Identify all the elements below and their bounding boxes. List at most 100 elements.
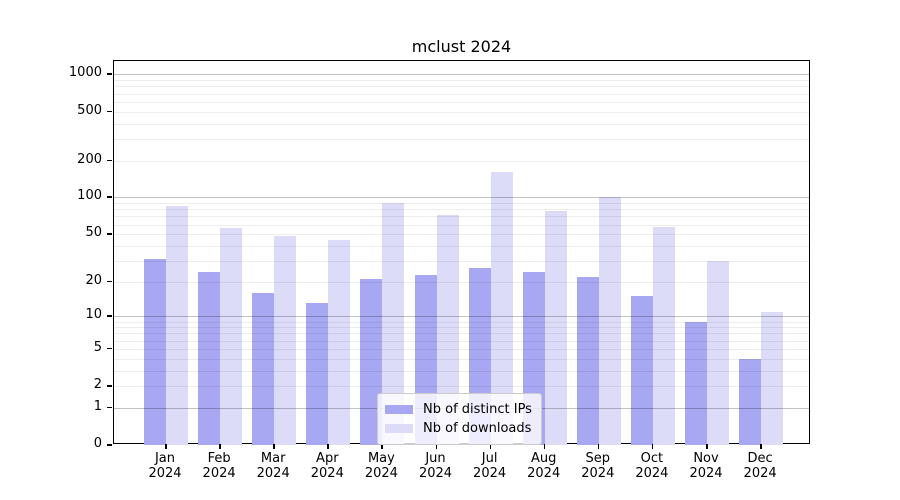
bar-downloads-oct: [652, 227, 675, 445]
legend-label-downloads: Nb of downloads: [423, 421, 532, 436]
gridline-3: [114, 370, 809, 372]
bar-distinct-ips-mar: [252, 293, 275, 445]
x-tick-label-dec: Dec 2024: [743, 451, 777, 481]
gridline-20: [114, 281, 809, 283]
gridline-400: [114, 123, 809, 125]
y-tick-mark-1000: [107, 73, 112, 75]
x-tick-mark-aug: [543, 444, 546, 449]
x-tick-mark-apr: [327, 444, 329, 449]
gridline-200: [114, 160, 809, 162]
bar-distinct-ips-sep: [576, 276, 599, 445]
y-tick-label-5: 5: [93, 339, 102, 355]
chart-title: mclust 2024: [411, 37, 512, 56]
x-tick-label-oct: Oct 2024: [635, 451, 669, 481]
x-tick-label-jan: Jan 2024: [148, 451, 182, 481]
gridline-90: [114, 203, 809, 205]
y-tick-label-10: 10: [85, 307, 102, 323]
y-tick-label-200: 200: [77, 151, 102, 167]
gridline-4: [114, 358, 809, 360]
x-tick-label-aug: Aug 2024: [527, 451, 561, 481]
bar-downloads-sep: [598, 197, 621, 445]
y-tick-label-20: 20: [85, 272, 102, 288]
gridline-60: [114, 224, 809, 226]
x-tick-mark-oct: [651, 444, 654, 449]
bar-distinct-ips-nov: [685, 321, 707, 445]
bar-downloads-mar: [274, 236, 297, 445]
y-tick-mark-20: [107, 280, 112, 283]
bar-distinct-ips-dec: [739, 358, 762, 445]
y-tick-mark-0: [107, 444, 112, 446]
gridline-10: [114, 316, 809, 318]
legend: Nb of distinct IPs Nb of downloads: [377, 393, 542, 445]
x-tick-label-mar: Mar 2024: [256, 451, 290, 481]
gridline-2: [114, 386, 809, 388]
gridline-800: [114, 86, 809, 88]
bar-distinct-ips-feb: [198, 272, 221, 445]
bar-downloads-nov: [707, 260, 729, 445]
plot-area: Nb of distinct IPs Nb of downloads: [113, 60, 810, 445]
x-tick-mark-sep: [597, 444, 600, 449]
y-tick-label-1000: 1000: [68, 65, 102, 81]
bar-downloads-may: [382, 203, 405, 445]
y-tick-mark-200: [107, 159, 112, 162]
gridline-700: [114, 93, 809, 95]
x-tick-mark-mar: [273, 444, 275, 449]
gridline-6: [114, 340, 809, 342]
bar-downloads-jul: [490, 172, 513, 445]
legend-item-downloads: Nb of downloads: [385, 419, 533, 438]
gridline-5: [114, 348, 809, 350]
y-tick-mark-2: [107, 385, 112, 387]
y-tick-mark-100: [107, 196, 112, 198]
bar-distinct-ips-apr: [306, 303, 329, 445]
y-tick-label-1: 1: [93, 398, 102, 414]
x-tick-label-sep: Sep 2024: [581, 451, 615, 481]
gridline-70: [114, 216, 809, 218]
gridline-80: [114, 209, 809, 211]
y-tick-mark-10: [107, 315, 112, 317]
gridline-8: [114, 327, 809, 329]
y-tick-label-500: 500: [77, 102, 102, 118]
gridline-600: [114, 101, 809, 103]
y-tick-mark-1: [107, 406, 112, 409]
x-tick-mark-feb: [219, 444, 221, 449]
bar-distinct-ips-may: [360, 279, 383, 445]
gridline-300: [114, 138, 809, 140]
bar-distinct-ips-jan: [144, 259, 166, 445]
gridline-1000: [114, 74, 809, 76]
gridline-9: [114, 321, 809, 323]
gridline-900: [114, 80, 809, 82]
x-tick-label-may: May 2024: [364, 451, 398, 481]
x-tick-mark-may: [381, 444, 383, 449]
x-tick-mark-nov: [706, 444, 708, 449]
y-tick-label-50: 50: [85, 225, 102, 241]
gridline-500: [114, 111, 809, 113]
x-tick-label-nov: Nov 2024: [689, 451, 723, 481]
bar-downloads-jan: [166, 206, 188, 445]
x-tick-mark-jun: [435, 444, 437, 449]
bar-downloads-dec: [761, 311, 784, 445]
y-tick-label-2: 2: [93, 377, 102, 393]
y-tick-mark-5: [107, 347, 112, 350]
x-tick-label-apr: Apr 2024: [310, 451, 344, 481]
x-tick-mark-dec: [760, 444, 762, 449]
gridline-7: [114, 333, 809, 335]
x-tick-label-feb: Feb 2024: [202, 451, 236, 481]
x-tick-mark-jan: [165, 444, 167, 449]
bar-downloads-apr: [328, 239, 351, 445]
legend-label-distinct-ips: Nb of distinct IPs: [423, 402, 532, 417]
gridlines-layer: [114, 61, 809, 443]
y-tick-label-100: 100: [77, 188, 102, 204]
bar-downloads-jun: [436, 214, 459, 445]
legend-swatch-downloads: [385, 424, 413, 433]
gridline-40: [114, 245, 809, 247]
gridline-50: [114, 234, 809, 236]
legend-item-distinct-ips: Nb of distinct IPs: [385, 400, 533, 419]
y-tick-label-0: 0: [93, 436, 102, 451]
y-tick-mark-500: [107, 110, 112, 113]
gridline-100: [114, 197, 809, 199]
gridline-30: [114, 260, 809, 262]
x-tick-mark-jul: [489, 444, 492, 449]
legend-swatch-distinct-ips: [385, 405, 413, 414]
x-tick-label-jul: Jul 2024: [473, 451, 507, 481]
